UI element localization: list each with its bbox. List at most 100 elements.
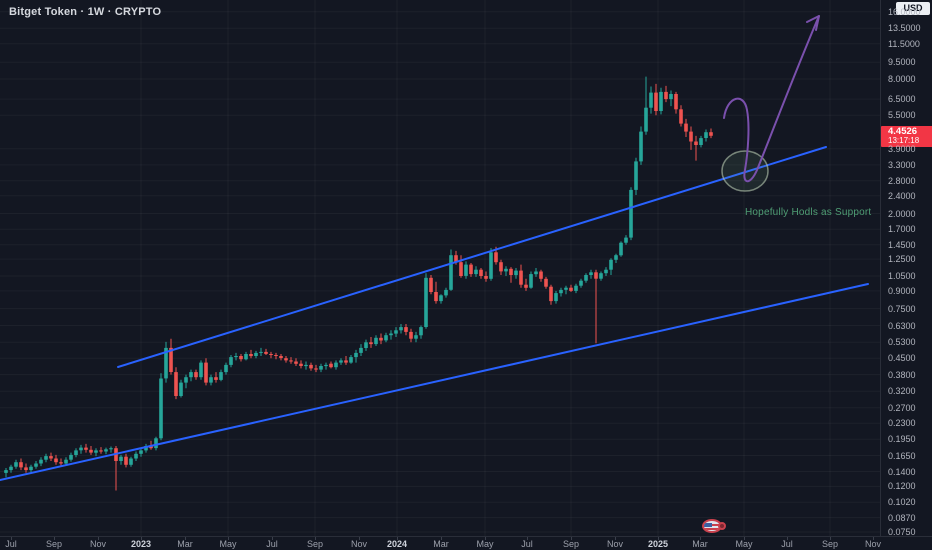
candle-body [194, 372, 198, 378]
price-tick-label: 0.7500 [888, 303, 916, 314]
support-text-annotation[interactable]: Hopefully Hodls as Support [745, 207, 872, 218]
candle-body [534, 271, 538, 275]
candle-body [514, 270, 518, 276]
price-axis[interactable]: USD 4.4526 13:17:18 16.0000 13.5000 11.500… [880, 0, 932, 537]
chart-pane[interactable]: Bitget Token · 1W · CRYPTO Hopefully Hod… [0, 0, 880, 536]
candle-body [264, 351, 268, 354]
time-tick-mark [485, 537, 486, 540]
candle-body [109, 448, 113, 450]
candle-body [229, 357, 233, 365]
candle-body [489, 252, 493, 279]
candle-body [364, 342, 368, 348]
candle-body [354, 352, 358, 358]
candle-body [244, 354, 248, 360]
time-tick-mark [11, 537, 12, 540]
time-tick-mark [359, 537, 360, 540]
candle-body [589, 272, 593, 275]
candle-body [294, 361, 298, 364]
price-tick-label: 11.5000 [888, 38, 920, 49]
price-tick-label: 0.2700 [888, 402, 916, 413]
candle-body [334, 362, 338, 368]
projection-arrow[interactable] [723, 15, 820, 183]
time-tick-mark [787, 537, 788, 540]
candle-body [484, 276, 488, 279]
candle-body [429, 277, 433, 292]
candle-body [419, 327, 423, 336]
time-tick-label: Nov [89, 539, 107, 549]
candle-body [319, 366, 323, 370]
time-tick-mark [315, 537, 316, 540]
time-tick-label: Mar [433, 539, 449, 549]
projection-arrowhead [806, 15, 820, 31]
time-axis[interactable]: Jul Sep Nov 2023 Mar May Jul Sep Nov 2024 Mar May Ju… [0, 536, 932, 550]
candle-body [629, 189, 633, 238]
candle-body [564, 287, 568, 290]
time-tick-label: Jul [266, 539, 278, 549]
time-tick-mark [272, 537, 273, 540]
price-tick-label: 0.5300 [888, 337, 916, 348]
time-tick-mark [397, 537, 398, 540]
candle-body [439, 295, 443, 302]
candle-body [614, 255, 618, 260]
candle-body [359, 347, 363, 353]
candle-body [669, 94, 673, 100]
candle-body [34, 463, 38, 467]
candle-body [304, 364, 308, 367]
price-tick-label: 1.2500 [888, 254, 916, 265]
candle-body [664, 91, 668, 100]
price-tick-label: 0.3200 [888, 386, 916, 397]
candle-body [659, 91, 663, 111]
us-flag-event-icon[interactable] [702, 519, 726, 534]
candle-body [274, 355, 278, 356]
time-tick-mark [141, 537, 142, 540]
candle-body [574, 285, 578, 291]
price-tick-label: 16.0000 [888, 6, 921, 17]
candle-body [539, 271, 543, 279]
lower-support-line[interactable] [0, 283, 869, 481]
time-tick-label: Jul [521, 539, 533, 549]
price-tick-label: 0.2300 [888, 418, 916, 429]
price-tick-label: 0.0870 [888, 512, 916, 523]
candlestick-chart[interactable] [0, 0, 880, 536]
candle-body [4, 470, 8, 473]
price-tick-label: 13.5000 [888, 23, 921, 34]
candle-body [254, 352, 258, 356]
candle-body [14, 462, 18, 467]
candle-body [324, 364, 328, 367]
time-tick-label: May [219, 539, 237, 549]
candle-body [174, 372, 178, 396]
candle-body [134, 453, 138, 459]
price-tick-label: 8.0000 [888, 74, 916, 84]
candle-body [644, 107, 648, 132]
currency-toggle-button[interactable]: USD [896, 2, 930, 15]
time-tick-mark [830, 537, 831, 540]
candle-body [184, 377, 188, 383]
symbol-title[interactable]: Bitget Token · 1W · CRYPTO [9, 6, 162, 18]
candle-body [99, 450, 103, 452]
candle-body [409, 331, 413, 339]
candle-body [9, 466, 13, 471]
candle-body [129, 458, 133, 465]
candle-body [49, 456, 53, 459]
candle-body [509, 268, 513, 275]
candle-body [624, 237, 628, 243]
candle-body [694, 141, 698, 145]
upper-support-line[interactable] [117, 146, 827, 368]
candle-body [349, 357, 353, 363]
candle-body [209, 377, 213, 383]
candle-body [159, 378, 163, 439]
price-tick-label: 0.0750 [888, 527, 916, 537]
candle-body [554, 293, 558, 302]
candle-body [119, 456, 123, 461]
candle-body [619, 242, 623, 256]
price-tick-label: 0.3800 [888, 369, 916, 380]
time-tick-mark [185, 537, 186, 540]
last-price-value: 4.4526 [888, 126, 918, 138]
candle-body [399, 327, 403, 331]
price-tick-label: 0.6300 [888, 320, 916, 331]
time-tick-label: Jul [5, 539, 17, 549]
candle-body [449, 255, 453, 290]
candle-body [479, 269, 483, 276]
candle-body [199, 362, 203, 378]
